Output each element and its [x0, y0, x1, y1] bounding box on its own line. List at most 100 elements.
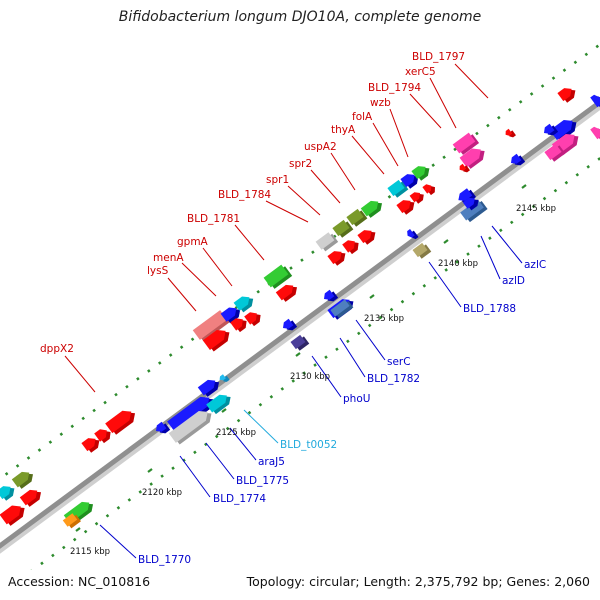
gene-bld-1797-b — [505, 128, 516, 138]
leader-bld_1782 — [339, 337, 366, 378]
label-bld_1774[interactable]: BLD_1774 — [213, 493, 266, 505]
gene-phou-b — [290, 334, 310, 351]
gene-bld-1788-b — [412, 242, 432, 259]
gene-dppx2-b — [94, 429, 111, 444]
leader-azlc — [491, 225, 523, 264]
gene-wzb — [411, 166, 430, 181]
gene-fola-b — [409, 192, 424, 204]
gene-fola — [400, 174, 419, 189]
leader-spr1 — [287, 185, 321, 216]
label-lyss[interactable]: lysS — [147, 265, 169, 277]
gene-right-2 — [549, 119, 577, 142]
tick-label: 2115 kbp — [70, 547, 110, 557]
gene-left-4 — [0, 486, 15, 501]
tick-mark — [221, 408, 227, 413]
label-wzb[interactable]: wzb — [370, 97, 391, 109]
leader-bld_1794 — [409, 93, 442, 129]
label-serc[interactable]: serC — [387, 356, 411, 368]
gene-lyss — [192, 310, 232, 342]
gene-bld-1781-b — [275, 284, 298, 302]
tick-t2135: 2135 kbp — [364, 294, 404, 324]
label-araj5[interactable]: araJ5 — [258, 456, 285, 468]
tick-label: 2120 kbp — [142, 488, 182, 498]
label-spr2[interactable]: spr2 — [289, 158, 312, 170]
gene-dppx2-c — [105, 410, 136, 435]
label-xerc5[interactable]: xerC5 — [405, 66, 436, 78]
gene-gpma — [233, 296, 254, 313]
gene-uspa2 — [360, 200, 383, 218]
gene-xerc5 — [459, 148, 485, 169]
leader-bld_1775 — [205, 442, 235, 480]
gene-thya-b — [396, 200, 415, 215]
gene-bld-1797 — [459, 163, 470, 173]
gene-bld-1781 — [263, 264, 293, 289]
leader-bld_t0052 — [243, 409, 279, 444]
gene-mena — [220, 307, 241, 324]
gene-left-1 — [11, 471, 34, 489]
gene-bld-t0052 — [219, 374, 230, 382]
tick-t2145: 2145 kbp — [516, 184, 556, 214]
leader-bld_1788 — [428, 261, 462, 308]
gene-right-8 — [590, 126, 600, 141]
label-bld_1797[interactable]: BLD_1797 — [412, 51, 465, 63]
label-dppx2[interactable]: dppX2 — [40, 343, 74, 355]
label-bld_1775[interactable]: BLD_1775 — [236, 475, 289, 487]
leader-araj5 — [229, 427, 257, 461]
label-thya[interactable]: thyA — [331, 124, 356, 136]
gene-arajs — [206, 394, 231, 415]
gene-bld-1782-a — [323, 289, 339, 302]
label-leaders — [64, 63, 523, 559]
gene-azld-b — [460, 199, 488, 223]
tick-t2140: 2140 kbp — [438, 239, 478, 269]
tick-label: 2125 kbp — [216, 428, 256, 438]
tick-t2120: 2120 kbp — [142, 468, 182, 498]
leader-bld_1774 — [179, 455, 211, 498]
gene-bld-1794 — [452, 132, 480, 155]
leader-bld_1784 — [265, 200, 309, 223]
gene-araj5-b — [197, 379, 220, 397]
label-fola[interactable]: folA — [352, 111, 373, 123]
label-azld[interactable]: azlD — [502, 275, 525, 287]
gene-azlc-a — [462, 197, 479, 211]
leader-wzb — [389, 108, 409, 158]
gene-bld-1788-a — [407, 229, 419, 240]
label-uspa2[interactable]: uspA2 — [304, 141, 337, 153]
gene-right-4 — [544, 143, 566, 162]
label-bld_1770[interactable]: BLD_1770 — [138, 554, 191, 566]
gene-left-2 — [19, 489, 42, 507]
tick-label: 2130 kbp — [290, 372, 330, 382]
kbp-ticks: 2115 kbp 2120 kbp 2125 kbp 2130 kbp 2135 kbp… — [70, 184, 556, 557]
gene-gpma-b — [230, 318, 247, 333]
label-phou[interactable]: phoU — [343, 393, 370, 405]
tick-t2115: 2115 kbp — [70, 527, 110, 557]
gene-spr1 — [332, 219, 354, 238]
leader-phou — [311, 355, 342, 398]
tick-mark — [521, 184, 527, 189]
label-bld_1794[interactable]: BLD_1794 — [368, 82, 421, 94]
leader-spr2 — [310, 169, 341, 204]
label-bld_1782[interactable]: BLD_1782 — [367, 373, 420, 385]
label-mena[interactable]: menA — [153, 252, 184, 264]
label-bld_1784[interactable]: BLD_1784 — [218, 189, 271, 201]
leader-bld_1770 — [99, 524, 137, 559]
leader-dppx2 — [64, 355, 96, 393]
gene-thya — [387, 179, 409, 198]
label-bld_1781[interactable]: BLD_1781 — [187, 213, 240, 225]
label-azlc[interactable]: azlC — [524, 259, 546, 271]
label-gpma[interactable]: gpmA — [177, 236, 209, 248]
label-bld_1788[interactable]: BLD_1788 — [463, 303, 516, 315]
gene-bld-1770-b — [62, 513, 81, 529]
leader-mena — [181, 262, 217, 297]
gene-spr2-b — [342, 240, 359, 255]
genome-summary-text: Topology: circular; Length: 2,375,792 bp… — [246, 574, 590, 589]
tick-label: 2135 kbp — [364, 314, 404, 324]
label-bld_t0052[interactable]: BLD_t0052 — [280, 439, 337, 451]
gene-serc — [330, 299, 354, 319]
label-spr1[interactable]: spr1 — [266, 174, 289, 186]
leader-bld_1797 — [454, 63, 489, 99]
leader-azld — [480, 235, 501, 280]
tick-t2125: 2125 kbp — [216, 408, 256, 438]
leader-lyss — [167, 277, 197, 312]
